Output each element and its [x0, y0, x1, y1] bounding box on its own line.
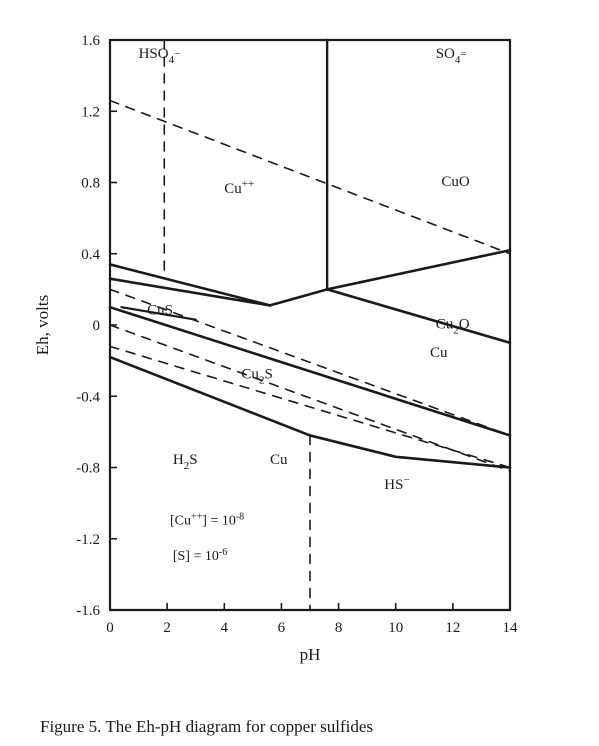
region-label: CuS [147, 302, 173, 318]
region-label: Cu [270, 452, 288, 468]
line-mid-kink [110, 279, 270, 306]
region-label: Cu [430, 345, 448, 361]
xtick-label: 14 [503, 620, 519, 636]
region-label: Cu2S [241, 366, 272, 386]
line-Cu2O-CuO [327, 289, 510, 342]
ytick-label: -1.6 [76, 603, 100, 619]
region-label: CuO [441, 174, 470, 190]
condition-label: [S] = 10-6 [173, 547, 227, 564]
ytick-label: 1.2 [81, 104, 100, 120]
region-label: SO4= [436, 46, 467, 66]
region-label: Cu++ [224, 178, 254, 197]
xtick-label: 4 [221, 620, 229, 636]
line-H2O-H2 [110, 325, 510, 471]
y-axis-label: Eh, volts [33, 295, 52, 355]
ytick-label: 0.4 [81, 247, 100, 263]
eh-ph-diagram: 0 2 4 6 8 10 12 14 -1.6 -1.2 -0.8 -0.4 0 0.4 0.8 1.2 1.6… [0, 0, 599, 746]
region-label: H2S [173, 452, 198, 472]
ytick-label: -0.8 [76, 461, 100, 477]
ytick-label: 1.6 [81, 33, 100, 49]
xtick-label: 12 [445, 620, 460, 636]
ytick-label: 0.8 [81, 176, 100, 192]
region-label: HSO4− [139, 46, 181, 66]
xtick-label: 10 [388, 620, 403, 636]
xtick-label: 2 [163, 620, 171, 636]
ytick-label: 0 [93, 318, 101, 334]
x-axis-label: pH [300, 645, 321, 664]
region-label: HS− [384, 474, 409, 493]
xtick-label: 0 [106, 620, 114, 636]
ytick-label: -0.4 [76, 389, 100, 405]
condition-label: [Cu++] = 10-8 [170, 512, 244, 529]
line-Cu-region-bot [110, 357, 510, 467]
line-Cu-Cu2O-up [327, 250, 510, 289]
xtick-label: 6 [278, 620, 286, 636]
region-label: Cu2O [436, 317, 470, 337]
figure-caption: Figure 5. The Eh-pH diagram for copper s… [40, 717, 373, 736]
xtick-label: 8 [335, 620, 343, 636]
ytick-label: -1.2 [76, 532, 100, 548]
